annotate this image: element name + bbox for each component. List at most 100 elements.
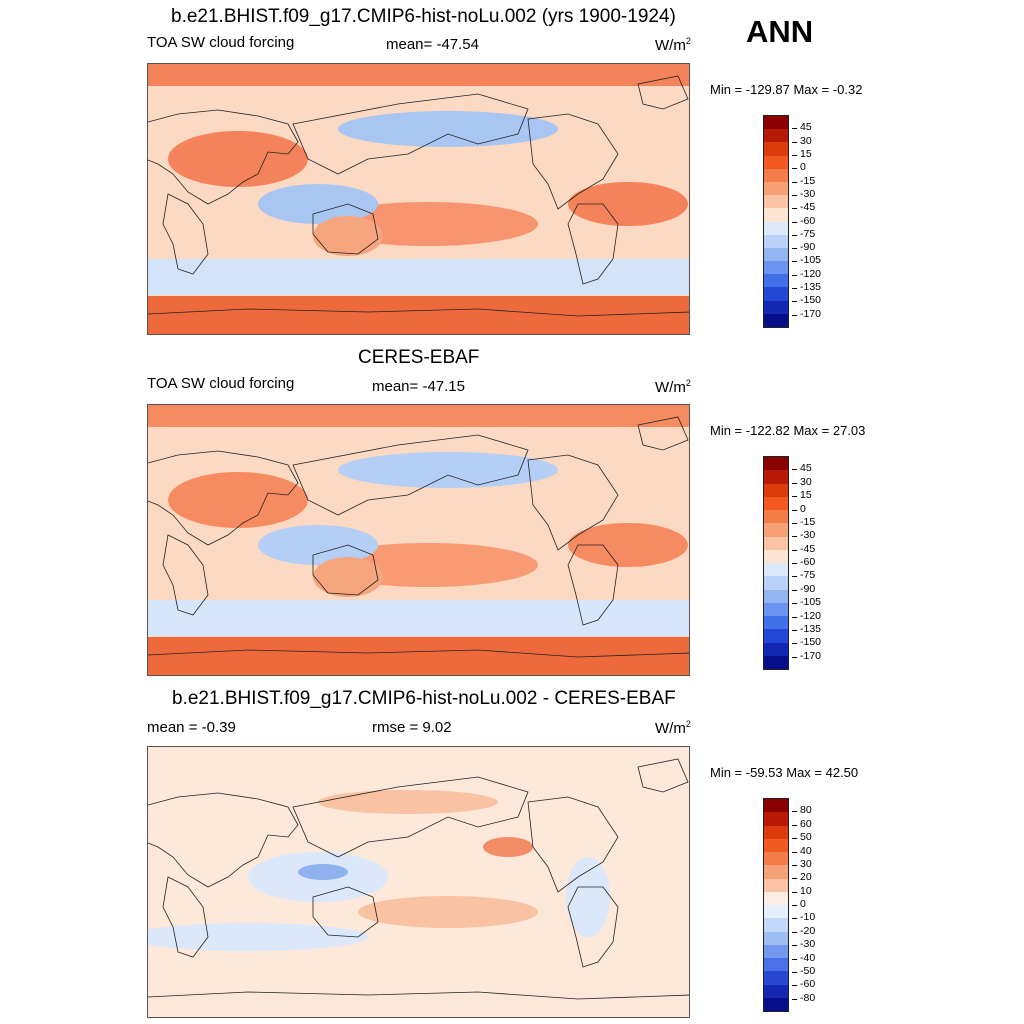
panel-3-mean-label: mean = -0.39 xyxy=(147,719,236,736)
colorbar-tick-label: -135 xyxy=(800,622,822,635)
colorbar-tick-label: 30 xyxy=(800,857,812,870)
coastline xyxy=(567,544,619,626)
panel-3-title: b.e21.BHIST.f09_g17.CMIP6-hist-noLu.002 … xyxy=(172,688,676,709)
southern-ocean-band xyxy=(148,637,689,675)
colorbar-tick xyxy=(792,563,797,564)
colorbar-tick xyxy=(792,656,797,658)
colorbar-swatch xyxy=(764,274,788,288)
colorbar-tick-label: 45 xyxy=(800,462,812,475)
colorbar-tick-label: -45 xyxy=(800,201,816,214)
colorbar-tick-label: 15 xyxy=(800,489,812,502)
southern-ocean-band xyxy=(148,296,689,334)
colorbar-tick xyxy=(792,234,797,236)
colorbar-tick-label: -10 xyxy=(800,911,816,924)
colorbar-tick xyxy=(792,905,797,906)
maritime-continent-region xyxy=(258,525,378,565)
map-canvas xyxy=(148,64,689,334)
colorbar-swatch xyxy=(764,129,788,143)
maritime-continent-region xyxy=(258,184,378,224)
colorbar-tick-label: 30 xyxy=(800,475,812,488)
panel-3-unit-label: W/m2 xyxy=(655,719,691,737)
colorbar-tick xyxy=(792,864,797,866)
coastline xyxy=(567,203,619,285)
colorbar-tick xyxy=(792,589,797,591)
colorbar-tick-label: -20 xyxy=(800,924,816,937)
colorbar-tick-label: -135 xyxy=(800,281,822,294)
colorbar-swatch xyxy=(764,155,788,169)
north-africa-region xyxy=(168,472,308,528)
colorbar-swatch xyxy=(764,865,788,879)
colorbar-swatch xyxy=(764,116,788,130)
colorbar-tick xyxy=(792,208,797,210)
map-canvas xyxy=(148,747,689,1017)
colorbar-tick xyxy=(792,496,797,498)
coastline xyxy=(292,776,529,858)
coastline xyxy=(148,450,299,546)
panel-2-mean-label: mean= -47.15 xyxy=(372,378,465,395)
south-america-bias xyxy=(566,857,610,937)
colorbar-tick xyxy=(792,181,797,183)
colorbar-swatch xyxy=(764,891,788,905)
coastline xyxy=(637,416,689,451)
colorbar-tick xyxy=(792,824,797,826)
colorbar-swatch xyxy=(764,799,788,813)
panel-2-unit-label: W/m2 xyxy=(655,378,691,396)
panel-1-mean-label: mean= -47.54 xyxy=(386,36,479,53)
colorbar-tick xyxy=(792,643,797,645)
colorbar-swatch xyxy=(764,576,788,590)
south-atlantic-region xyxy=(568,182,688,226)
colorbar-tick xyxy=(792,576,797,578)
coastline xyxy=(148,308,689,317)
south-atlantic-region xyxy=(568,523,688,567)
panel-1-variable-label: TOA SW cloud forcing xyxy=(147,34,295,51)
colorbar-tick-label: -50 xyxy=(800,964,816,977)
panel-3-map xyxy=(147,746,690,1018)
colorbar-swatch xyxy=(764,470,788,484)
south-pacific-positive-bias xyxy=(358,896,538,928)
colorbar-swatch xyxy=(764,510,788,524)
australia-region xyxy=(313,557,383,597)
colorbar-tick xyxy=(792,918,797,920)
colorbar-tick-label: -120 xyxy=(800,609,822,622)
colorbar-swatch xyxy=(764,221,788,235)
colorbar-tick xyxy=(792,536,797,538)
colorbar-swatch xyxy=(764,549,788,563)
colorbar-tick xyxy=(792,261,797,263)
colorbar-swatch xyxy=(764,195,788,209)
colorbar-swatch xyxy=(764,181,788,196)
panel-2-variable-label: TOA SW cloud forcing xyxy=(147,375,295,392)
season-label: ANN xyxy=(746,14,814,49)
colorbar-tick-label: -15 xyxy=(800,515,816,528)
colorbar-tick xyxy=(792,128,797,130)
panel-3-colorbar xyxy=(763,798,789,1012)
colorbar-tick xyxy=(792,931,797,933)
colorbar-tick-label: -30 xyxy=(800,529,816,542)
colorbar-swatch xyxy=(764,878,788,892)
colorbar-swatch xyxy=(764,825,788,839)
colorbar-swatch xyxy=(764,496,788,510)
colorbar-tick-label: 20 xyxy=(800,871,812,884)
coastline xyxy=(162,193,209,275)
colorbar-tick xyxy=(792,469,797,471)
colorbar-swatch xyxy=(764,918,788,932)
panel-3-minmax-label: Min = -59.53 Max = 42.50 xyxy=(710,765,859,780)
colorbar-swatch xyxy=(764,852,788,866)
midlatitude-storm-track xyxy=(148,600,689,636)
coastline xyxy=(148,109,299,205)
colorbar-swatch xyxy=(764,563,788,577)
colorbar-swatch xyxy=(764,905,788,919)
colorbar-tick xyxy=(792,314,797,316)
colorbar-swatch xyxy=(764,536,788,550)
colorbar-tick xyxy=(792,838,797,840)
colorbar-tick xyxy=(792,154,797,156)
colorbar-tick xyxy=(792,998,797,1000)
colorbar-swatch xyxy=(764,655,788,669)
colorbar-tick-label: -60 xyxy=(800,556,816,568)
strong-negative-bias xyxy=(298,864,348,880)
map-background xyxy=(148,747,689,1017)
colorbar-swatch xyxy=(764,589,788,603)
colorbar-tick xyxy=(792,482,797,484)
colorbar-tick-label: 15 xyxy=(800,147,812,160)
colorbar-tick xyxy=(792,301,797,303)
colorbar-tick xyxy=(792,274,797,276)
